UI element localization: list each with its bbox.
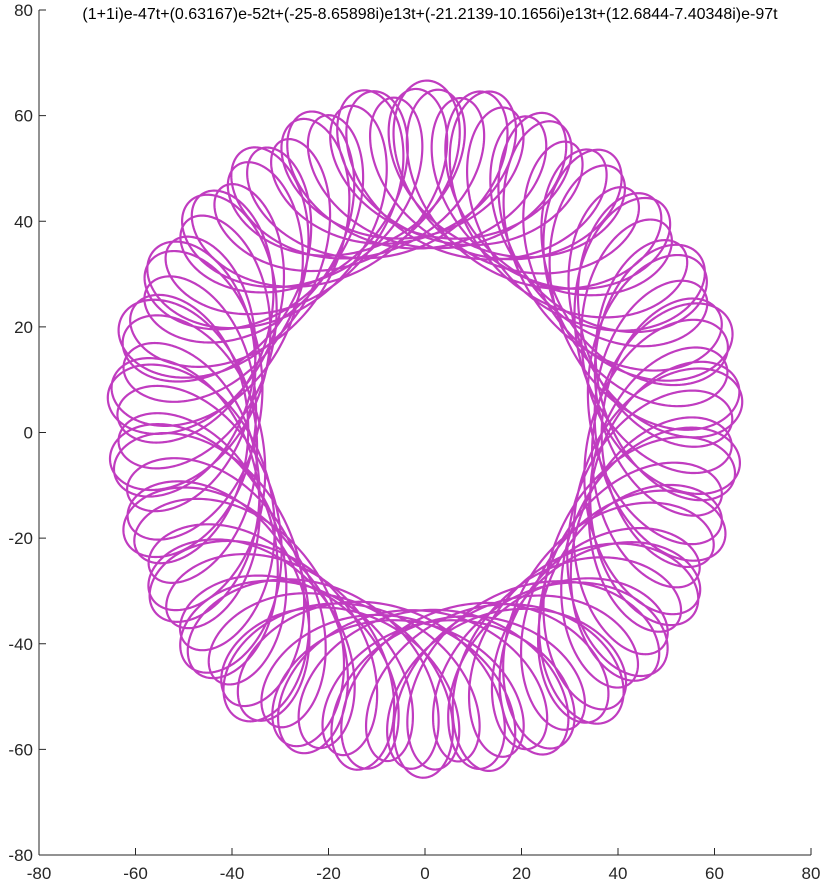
y-tick-label: -80 [8, 846, 33, 865]
x-tick-label: 40 [609, 864, 628, 883]
y-tick-label: -40 [8, 635, 33, 654]
x-tick-label: 20 [512, 864, 531, 883]
x-axis: -80 -60 -40 -20 0 20 40 60 80 [27, 848, 821, 883]
x-tick-label: 0 [420, 864, 429, 883]
series-curve [106, 79, 744, 779]
x-tick-label: 60 [705, 864, 724, 883]
x-tick-label: -40 [220, 864, 245, 883]
y-tick-label: -60 [8, 740, 33, 759]
x-tick-label: -20 [316, 864, 341, 883]
x-tick-label: 80 [802, 864, 821, 883]
y-tick-label: 0 [24, 424, 33, 443]
y-tick-label: 60 [14, 107, 33, 126]
chart-title: (1+1i)e-47t+(0.63167)e-52t+(-25-8.65898i… [82, 6, 778, 23]
x-tick-label: -80 [27, 864, 52, 883]
x-tick-label: -60 [123, 864, 148, 883]
y-tick-label: 40 [14, 212, 33, 231]
y-axis: -80 -60 -40 -20 0 20 40 60 80 [8, 1, 46, 865]
y-tick-label: 20 [14, 318, 33, 337]
y-tick-label: 80 [14, 1, 33, 20]
y-tick-label: -20 [8, 529, 33, 548]
